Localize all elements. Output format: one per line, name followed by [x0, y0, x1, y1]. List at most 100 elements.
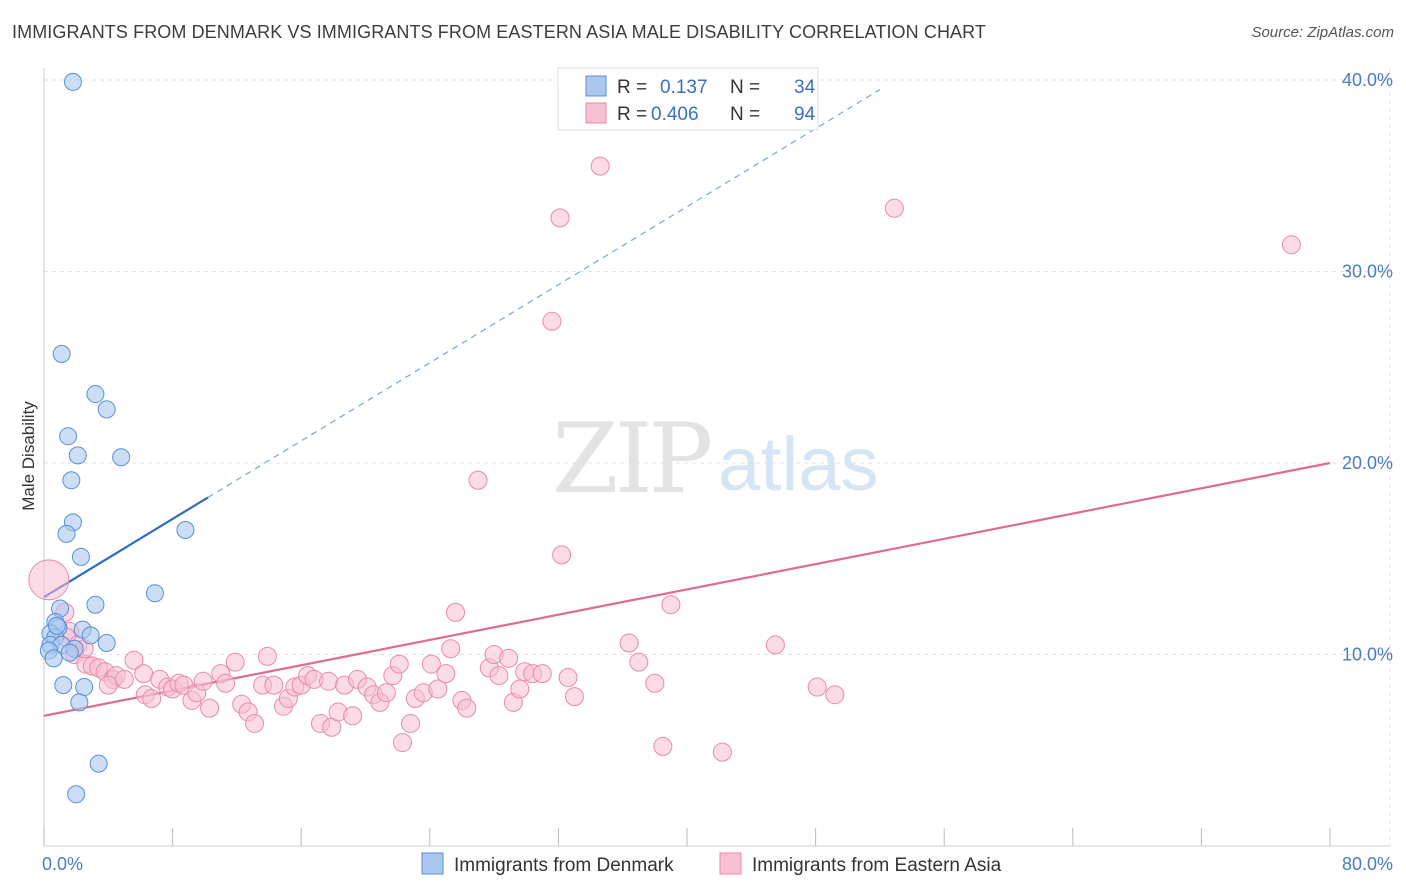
eastasia-point: [765, 635, 785, 655]
denmark-point: [63, 72, 82, 91]
chart-title: IMMIGRANTS FROM DENMARK VS IMMIGRANTS FR…: [12, 22, 987, 42]
eastasia-point: [142, 689, 162, 709]
eastasia-point: [343, 706, 363, 726]
eastasia-point: [124, 650, 144, 670]
eastasia-point: [532, 664, 552, 684]
eastasia-point: [542, 311, 562, 331]
eastasia-point: [134, 664, 154, 684]
eastasia-point: [807, 677, 827, 697]
y-tick-labels: 10.0% 20.0% 30.0% 40.0%: [1342, 70, 1393, 665]
eastasia-point: [376, 683, 396, 703]
eastasia-point: [645, 673, 665, 693]
bottom-legend-swatch-denmark: [421, 852, 444, 875]
eastasia-point: [200, 698, 220, 718]
eastasia-point: [193, 671, 213, 691]
denmark-point: [145, 584, 164, 603]
y-tick-label-0: 10.0%: [1342, 645, 1393, 665]
denmark-point: [62, 471, 81, 490]
legend-denmark-r-value: 0.137: [660, 77, 708, 98]
denmark-point: [86, 385, 105, 404]
eastasia-point: [457, 698, 477, 718]
legend-denmark-n-value: 34: [794, 77, 816, 98]
eastasia-point: [401, 713, 421, 733]
eastasia-point: [629, 652, 649, 672]
eastasia-point: [590, 156, 610, 176]
denmark-point: [81, 626, 100, 645]
eastasia-point: [489, 666, 509, 686]
denmark-point: [57, 524, 76, 543]
bottom-legend: Immigrants from Denmark Immigrants from …: [421, 852, 1002, 876]
denmark-point: [71, 547, 90, 566]
eastasia-point: [257, 646, 277, 666]
y-axis-label: Male Disability: [19, 401, 38, 511]
watermark-zip: ZIP: [552, 403, 711, 515]
eastasia-point: [216, 673, 236, 693]
legend: R = 0.137 N = 34 R = 0.406 N = 94: [557, 67, 819, 131]
x-tick-label-1: 80.0%: [1342, 854, 1393, 874]
trend-lines: [43, 89, 1331, 717]
denmark-point: [60, 643, 79, 662]
eastasia-point: [446, 602, 466, 622]
denmark-point: [176, 521, 195, 540]
eastasia-point: [499, 648, 519, 668]
denmark-point: [75, 678, 94, 697]
eastasia-point: [1281, 235, 1301, 255]
eastasia-point: [564, 687, 584, 707]
denmark-trend-line: [43, 496, 209, 598]
eastasia-point: [550, 208, 570, 228]
bottom-legend-denmark-label: Immigrants from Denmark: [454, 855, 674, 876]
legend-swatch-denmark: [585, 75, 607, 97]
legend-eastasia-n-value: 94: [794, 104, 816, 125]
x-tick-labels: 0.0% 80.0%: [42, 854, 1393, 874]
denmark-point: [97, 400, 116, 419]
eastasia-point: [319, 671, 339, 691]
y-tick-label-3: 40.0%: [1342, 70, 1393, 90]
eastasia-point: [392, 733, 412, 753]
legend-denmark-n-label: N =: [730, 77, 760, 98]
eastasia-point: [28, 559, 70, 601]
denmark-point: [112, 448, 131, 467]
eastasia-point: [114, 669, 134, 689]
y-tick-label-2: 30.0%: [1342, 262, 1393, 282]
denmark-point: [67, 785, 86, 804]
watermark-atlas: atlas: [718, 422, 879, 507]
eastasia-point: [558, 667, 578, 687]
denmark-point: [70, 693, 89, 712]
eastasia-point: [825, 685, 845, 705]
eastasia-point: [441, 639, 461, 659]
denmark-point: [52, 344, 71, 363]
denmark-point: [68, 446, 87, 465]
eastasia-trend-line: [43, 461, 1331, 717]
eastasia-point: [389, 654, 409, 674]
x-tick-label-0: 0.0%: [42, 854, 83, 874]
eastasia-point: [653, 736, 673, 756]
denmark-point: [59, 427, 78, 446]
y-tick-label-1: 20.0%: [1342, 453, 1393, 473]
axes: [43, 68, 1390, 847]
chart-source: Source: ZipAtlas.com: [1251, 24, 1394, 41]
eastasia-point: [712, 742, 732, 762]
legend-eastasia-r-value: 0.406: [651, 104, 699, 125]
denmark-point: [54, 676, 73, 695]
legend-eastasia-r-label: R =: [617, 104, 647, 125]
denmark-point: [47, 616, 66, 635]
eastasia-point: [619, 633, 639, 653]
denmark-points: [39, 72, 195, 804]
bottom-legend-swatch-eastasia: [719, 852, 742, 875]
denmark-point: [89, 754, 108, 773]
eastasia-point: [661, 595, 681, 615]
legend-eastasia-n-label: N =: [730, 104, 760, 125]
grid: [44, 68, 1391, 846]
legend-denmark-r-label: R =: [617, 77, 647, 98]
eastasia-point: [884, 198, 904, 218]
eastasia-point: [421, 654, 441, 674]
eastasia-point: [264, 675, 284, 695]
eastasia-point: [245, 713, 265, 733]
eastasia-point: [552, 545, 572, 565]
eastasia-point: [436, 664, 456, 684]
eastasia-point: [225, 652, 245, 672]
bottom-legend-eastasia-label: Immigrants from Eastern Asia: [752, 855, 1002, 876]
watermark: ZIP atlas: [552, 403, 879, 515]
eastasia-points: [28, 156, 1301, 762]
